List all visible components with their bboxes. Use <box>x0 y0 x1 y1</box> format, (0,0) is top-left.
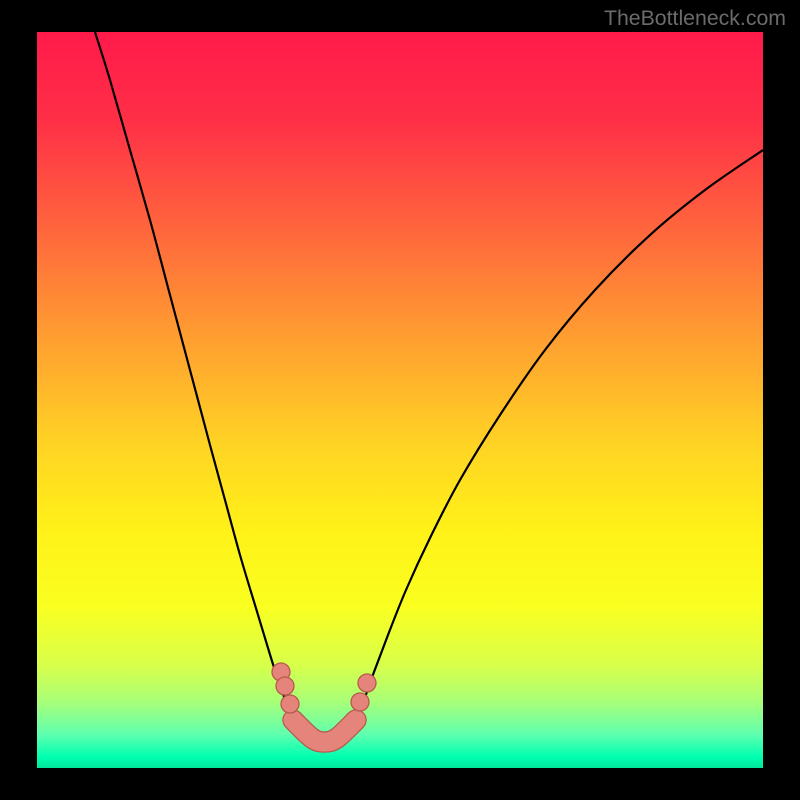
chart-container: TheBottleneck.com <box>0 0 800 800</box>
curve-marker <box>358 674 376 692</box>
bottleneck-chart <box>0 0 800 800</box>
plot-background <box>37 32 763 768</box>
watermark-text: TheBottleneck.com <box>604 6 786 31</box>
curve-marker <box>276 677 294 695</box>
curve-marker <box>351 693 369 711</box>
curve-marker <box>281 695 299 713</box>
